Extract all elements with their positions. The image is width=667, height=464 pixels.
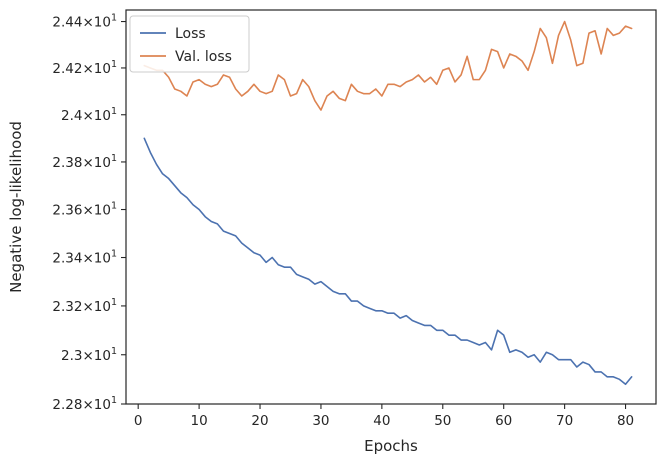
series-line-val-loss xyxy=(143,20,633,111)
y-tick-label: 2.36×101 xyxy=(52,201,117,219)
x-tick-label: 80 xyxy=(617,413,634,429)
y-tick-label: 2.38×101 xyxy=(52,153,117,171)
series-layer xyxy=(143,20,633,386)
y-tick-label: 2.32×101 xyxy=(52,297,117,315)
y-axis-label: Negative log-likelihood xyxy=(7,121,25,293)
y-tick-label: 2.34×101 xyxy=(52,249,117,267)
y-tick-label: 2.28×101 xyxy=(52,395,117,413)
legend-label-val-loss: Val. loss xyxy=(175,49,232,65)
x-tick-label: 50 xyxy=(434,413,451,429)
series-line-loss xyxy=(143,137,633,386)
x-tick-label: 0 xyxy=(134,413,143,429)
x-tick-label: 10 xyxy=(191,413,208,429)
x-tick-label: 40 xyxy=(373,413,390,429)
y-tick-label: 2.4×101 xyxy=(61,106,117,124)
legend: Loss Val. loss xyxy=(129,15,250,73)
plot-area xyxy=(125,9,657,405)
y-tick-label: 2.3×101 xyxy=(61,346,117,364)
legend-box xyxy=(129,15,250,73)
y-axis: 2.28×101 2.3×101 2.32×101 2.34×101 2.36×101 2… xyxy=(52,13,126,413)
x-axis: 0 10 20 30 40 50 60 70 80 xyxy=(134,404,634,429)
y-tick-label: 2.44×101 xyxy=(52,13,117,31)
x-axis-label: Epochs xyxy=(364,437,418,455)
x-tick-label: 30 xyxy=(312,413,329,429)
legend-label-loss: Loss xyxy=(175,26,206,42)
plot-frame xyxy=(125,9,657,405)
x-tick-label: 60 xyxy=(495,413,512,429)
x-tick-label: 20 xyxy=(251,413,268,429)
x-tick-label: 70 xyxy=(556,413,573,429)
y-tick-label: 2.42×101 xyxy=(52,59,117,77)
